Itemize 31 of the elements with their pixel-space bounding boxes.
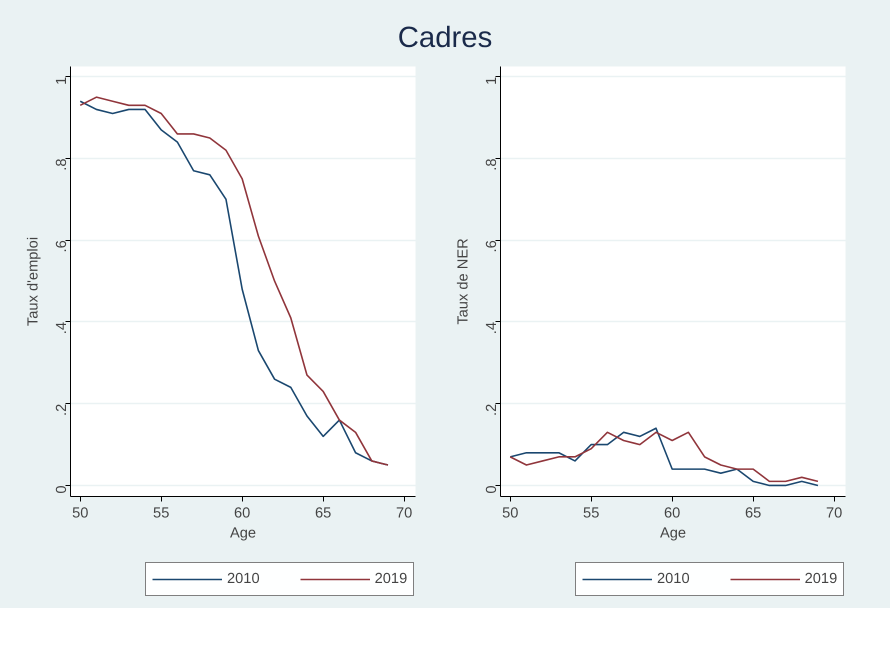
chart-title: Cadres	[398, 20, 492, 56]
x-tick-label: 70	[826, 506, 842, 522]
x-tick-label: 65	[745, 506, 762, 522]
x-tick-label: 70	[396, 506, 412, 522]
x-tick-label: 50	[502, 506, 518, 522]
y-tick-label: 0	[54, 485, 70, 494]
y-tick-label: 1	[54, 76, 70, 85]
y-tick-label: .2	[54, 404, 70, 416]
y-tick-label: .6	[484, 240, 500, 252]
y-tick-label: .6	[54, 240, 70, 252]
x-axis-title: Age	[230, 526, 256, 542]
x-tick-label: 60	[664, 506, 680, 522]
legend-label: 2010	[227, 571, 260, 587]
x-tick-label: 55	[153, 506, 170, 522]
y-tick-label: .8	[54, 158, 70, 171]
y-tick-label: .2	[484, 404, 500, 416]
x-axis-title: Age	[660, 526, 686, 542]
y-tick-label: .8	[484, 158, 500, 171]
legend-label: 2010	[657, 571, 690, 587]
y-tick-label: 0	[484, 485, 500, 494]
x-tick-label: 50	[72, 506, 88, 522]
x-tick-label: 60	[234, 506, 250, 522]
legend-label: 2019	[804, 571, 838, 587]
x-tick-label: 55	[583, 506, 600, 522]
legend-label: 2019	[374, 571, 408, 587]
y-tick-label: .4	[54, 322, 70, 334]
y-axis-title: Taux de NER	[456, 238, 472, 325]
x-tick-label: 65	[315, 506, 332, 522]
y-tick-label: .4	[484, 322, 500, 334]
y-axis-title: Taux d'emploi	[26, 236, 42, 326]
y-tick-label: 1	[484, 76, 500, 85]
